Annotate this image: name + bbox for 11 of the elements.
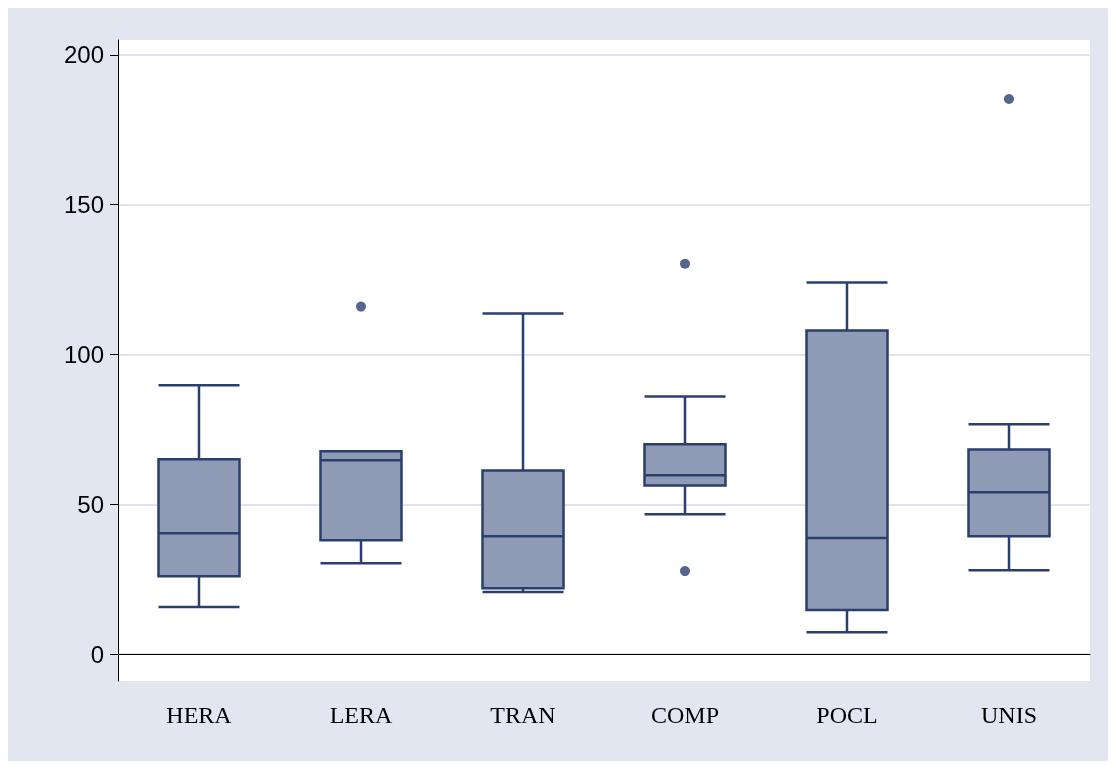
y-tick-label: 50 <box>77 490 104 518</box>
x-tick-label: POCL <box>816 702 878 728</box>
y-tick-label: 150 <box>63 191 104 219</box>
y-tick-label: 200 <box>63 41 104 69</box>
x-tick-label: COMP <box>650 702 720 728</box>
x-tick-label: TRAN <box>490 702 556 728</box>
x-tick-label: UNIS <box>980 702 1038 728</box>
y-tick-label: 100 <box>63 341 104 369</box>
x-tick-label: LERA <box>329 702 393 728</box>
x-tick-label: HERA <box>166 702 233 728</box>
y-tick-label: 0 <box>90 640 104 668</box>
